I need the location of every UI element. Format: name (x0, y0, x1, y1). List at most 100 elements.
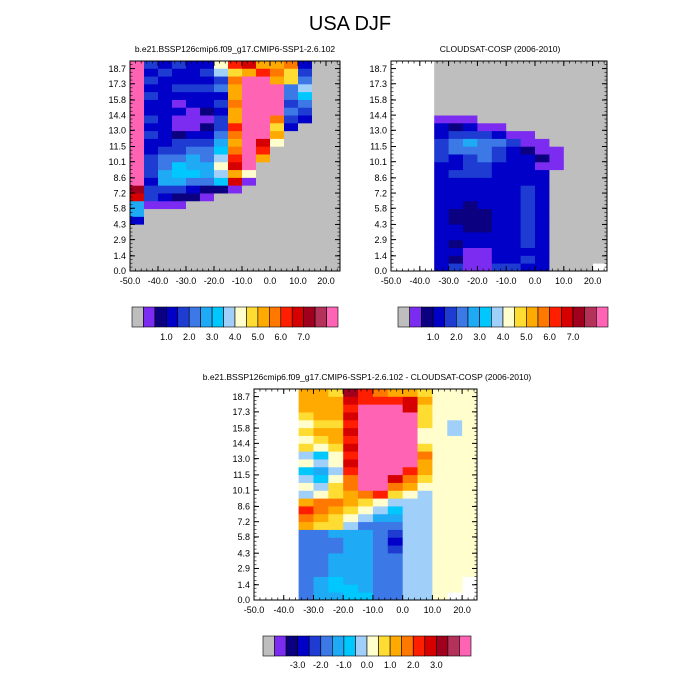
colorbar-swatch (467, 306, 480, 328)
heatmap-cell (298, 568, 314, 577)
heatmap-cell (447, 560, 463, 570)
heatmap-cell (200, 255, 215, 264)
heatmap-cell (313, 482, 329, 491)
heatmap-cell (372, 506, 389, 515)
heatmap-cell (387, 568, 404, 577)
heatmap-cell (387, 412, 404, 421)
heatmap-cell (491, 263, 507, 272)
heatmap-cell (434, 255, 449, 264)
heatmap-cell (535, 177, 550, 186)
heatmap-cell (130, 83, 145, 93)
heatmap-cell (242, 146, 257, 155)
heatmap-cell (387, 474, 404, 483)
heatmap-cell (477, 61, 493, 69)
heatmap-cell (298, 216, 313, 225)
heatmap-cell (463, 185, 478, 194)
heatmap-cell (463, 169, 478, 178)
heatmap-cell (463, 107, 478, 116)
heatmap-cell (387, 545, 404, 554)
heatmap-cell (462, 490, 478, 499)
heatmap-cell (432, 459, 448, 468)
heatmap-cell (462, 498, 478, 507)
heatmap-cell (172, 138, 187, 147)
heatmap-cell (520, 68, 536, 77)
heatmap-cell (506, 232, 521, 241)
heatmap-cell (372, 435, 389, 444)
heatmap-cell (298, 521, 314, 530)
heatmap-cell (578, 138, 593, 147)
heatmap-cell (242, 76, 257, 85)
heatmap-cell (172, 239, 187, 249)
heatmap-cell (186, 76, 201, 85)
heatmap-cell (144, 122, 159, 132)
heatmap-cell (402, 513, 418, 523)
heatmap-cell (578, 146, 593, 155)
heatmap-cell (298, 560, 314, 570)
heatmap-cell (434, 247, 449, 256)
y-tick-label: 1.4 (374, 251, 387, 261)
heatmap-cell (298, 169, 313, 178)
heatmap-cell (130, 239, 145, 249)
heatmap-cell (256, 193, 271, 202)
heatmap-cell (520, 146, 536, 155)
heatmap-cell (462, 443, 478, 452)
heatmap-cell (284, 169, 299, 178)
heatmap-cell (284, 239, 299, 249)
heatmap-cell (387, 427, 404, 436)
heatmap-cell (432, 529, 448, 538)
heatmap-cell (214, 115, 229, 124)
heatmap-cell (158, 99, 173, 108)
heatmap-cell (402, 576, 418, 585)
heatmap-cell (520, 247, 536, 256)
heatmap-cell (402, 459, 418, 468)
colorbar-swatch (257, 306, 270, 328)
heatmap-cell (298, 76, 313, 85)
panel-diff-heatmap-cells (254, 389, 478, 601)
heatmap-cell (563, 208, 579, 217)
heatmap-cell (214, 146, 229, 155)
heatmap-cell (214, 200, 229, 210)
heatmap-cell (358, 459, 374, 468)
heatmap-cell (448, 161, 464, 171)
heatmap-cell (387, 506, 404, 515)
colorbar-label: -3.0 (290, 660, 306, 670)
y-tick-label: 11.5 (370, 142, 387, 152)
heatmap-cell (130, 146, 145, 155)
heatmap-cell (172, 169, 187, 178)
heatmap-cell (328, 521, 344, 530)
heatmap-cell (434, 91, 449, 100)
heatmap-cell (158, 115, 173, 124)
heatmap-cell (477, 255, 493, 264)
heatmap-cell (434, 239, 449, 249)
heatmap-cell (417, 459, 433, 468)
heatmap-cell (432, 412, 448, 421)
heatmap-cell (130, 76, 145, 85)
heatmap-cell (477, 232, 493, 241)
heatmap-cell (186, 208, 201, 217)
heatmap-cell (447, 498, 463, 507)
colorbar-swatch (397, 306, 410, 328)
colorbar-swatch (308, 635, 322, 657)
heatmap-cell (372, 568, 389, 577)
heatmap-cell (447, 490, 463, 499)
heatmap-cell (432, 466, 448, 476)
colorbar-swatch (424, 635, 437, 657)
heatmap-cell (186, 99, 201, 108)
heatmap-cell (506, 255, 521, 264)
heatmap-cell (172, 193, 187, 202)
heatmap-cell (144, 224, 159, 233)
heatmap-cell (592, 193, 608, 202)
heatmap-cell (298, 68, 313, 77)
heatmap-cell (298, 389, 314, 397)
heatmap-cell (298, 592, 314, 601)
colorbar-swatch (297, 635, 310, 657)
heatmap-cell (463, 255, 478, 264)
heatmap-cell (312, 107, 327, 116)
heatmap-cell (477, 185, 493, 194)
heatmap-cell (432, 568, 448, 577)
heatmap-cell (284, 154, 299, 163)
heatmap-cell (358, 389, 374, 397)
heatmap-cell (417, 466, 433, 476)
heatmap-cell (462, 529, 478, 538)
colorbar-swatch (131, 306, 144, 328)
